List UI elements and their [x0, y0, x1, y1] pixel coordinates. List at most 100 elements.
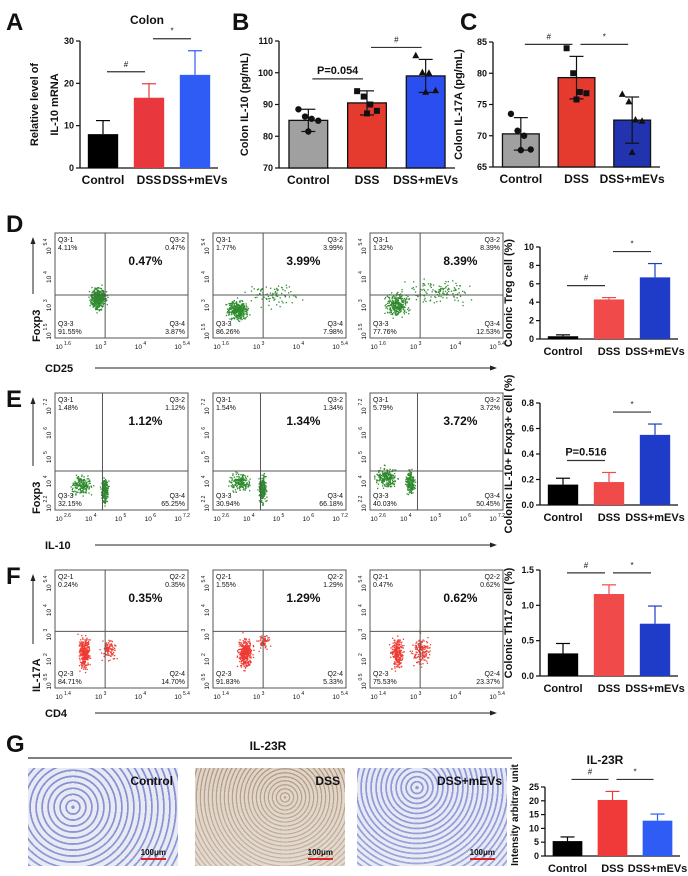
y-tick-label: 10	[204, 504, 211, 512]
event-dot	[244, 647, 247, 649]
event-dot	[240, 318, 242, 320]
event-dot	[239, 482, 242, 484]
plot-frame	[369, 232, 504, 339]
event-dot	[244, 642, 246, 644]
event-dot	[83, 480, 86, 482]
event-dot	[97, 298, 99, 300]
event-dot	[107, 486, 109, 489]
event-dot	[388, 644, 391, 646]
event-dot	[243, 306, 246, 308]
event-dot	[244, 653, 246, 656]
event-dot	[104, 483, 107, 486]
event-dot	[88, 487, 90, 489]
quadrant-name: Q2-3	[216, 671, 232, 678]
event-dot	[78, 484, 81, 487]
y-tick-exponent: 5	[43, 451, 49, 454]
event-dot	[447, 284, 449, 287]
event-dot	[392, 655, 394, 657]
x-tick-exponent: 1.4	[222, 691, 229, 697]
y-tick-exponent: 3	[358, 299, 364, 302]
event-dot	[246, 664, 248, 667]
event-dot	[418, 661, 420, 663]
event-dot	[263, 482, 266, 484]
event-dot	[389, 482, 391, 484]
event-dot	[395, 310, 397, 312]
event-dot	[386, 308, 389, 310]
image-caption: DSS	[315, 774, 340, 788]
event-dot	[85, 484, 87, 486]
event-dot	[382, 487, 385, 489]
event-dot	[95, 301, 97, 303]
event-dot	[259, 481, 261, 483]
event-dot	[408, 484, 410, 486]
event-dot	[111, 640, 113, 643]
event-dot	[240, 313, 242, 316]
event-dot	[428, 657, 430, 659]
event-dot	[404, 302, 406, 304]
event-dot	[383, 473, 385, 475]
event-dot	[229, 481, 231, 483]
data-point	[631, 116, 639, 123]
event-dot	[400, 310, 402, 312]
data-point	[576, 89, 583, 95]
event-dot	[72, 484, 74, 486]
event-dot	[100, 287, 103, 290]
event-dot	[228, 309, 230, 311]
event-dot	[396, 307, 398, 309]
event-dot	[397, 477, 399, 480]
event-dot	[99, 287, 101, 290]
event-dot	[263, 635, 266, 638]
event-dot	[75, 482, 77, 484]
event-dot	[247, 651, 250, 653]
event-dot	[387, 482, 390, 484]
event-dot	[86, 638, 88, 641]
event-dot	[94, 296, 96, 298]
event-dot	[91, 295, 93, 297]
data-point	[354, 88, 361, 95]
event-dot	[81, 634, 83, 637]
event-dot	[402, 651, 404, 653]
event-dot	[245, 479, 248, 481]
event-dot	[233, 476, 236, 478]
event-dot	[230, 485, 233, 487]
event-dot	[415, 653, 417, 655]
quadrant-name: Q3-3	[58, 321, 74, 328]
event-dot	[377, 474, 380, 476]
event-dot	[248, 641, 250, 643]
quadrant-name: Q3-4	[484, 321, 500, 328]
event-dot	[246, 312, 248, 314]
event-dot	[408, 479, 410, 481]
x-tick-exponent: 3	[104, 341, 107, 347]
event-dot	[104, 483, 106, 485]
event-dot	[79, 651, 81, 653]
quadrant-percent: 84.71%	[58, 679, 82, 686]
event-dot	[263, 494, 266, 496]
event-dot	[277, 289, 279, 291]
event-dot	[398, 666, 400, 668]
x-tick-label: 10	[410, 344, 418, 351]
event-dot	[387, 469, 389, 472]
event-dot	[236, 487, 239, 489]
data-point	[422, 88, 430, 95]
event-dot	[237, 311, 239, 313]
event-dot	[407, 484, 410, 486]
event-dot	[79, 653, 81, 655]
event-dot	[399, 306, 401, 309]
event-dot	[245, 650, 248, 652]
data-point	[514, 127, 521, 134]
event-dot	[84, 485, 86, 487]
event-dot	[452, 293, 454, 295]
event-dot	[383, 472, 385, 474]
event-dot	[396, 301, 398, 303]
y-tick-label: 10	[361, 633, 368, 641]
event-dot	[100, 290, 102, 292]
category-label: DSS+mEVs	[393, 173, 458, 187]
event-dot	[81, 642, 83, 644]
event-dot	[261, 487, 263, 490]
event-dot	[80, 654, 82, 656]
event-dot	[405, 294, 407, 297]
event-dot	[262, 489, 264, 492]
event-dot	[243, 488, 245, 490]
event-dot	[243, 640, 245, 642]
event-dot	[264, 482, 267, 484]
